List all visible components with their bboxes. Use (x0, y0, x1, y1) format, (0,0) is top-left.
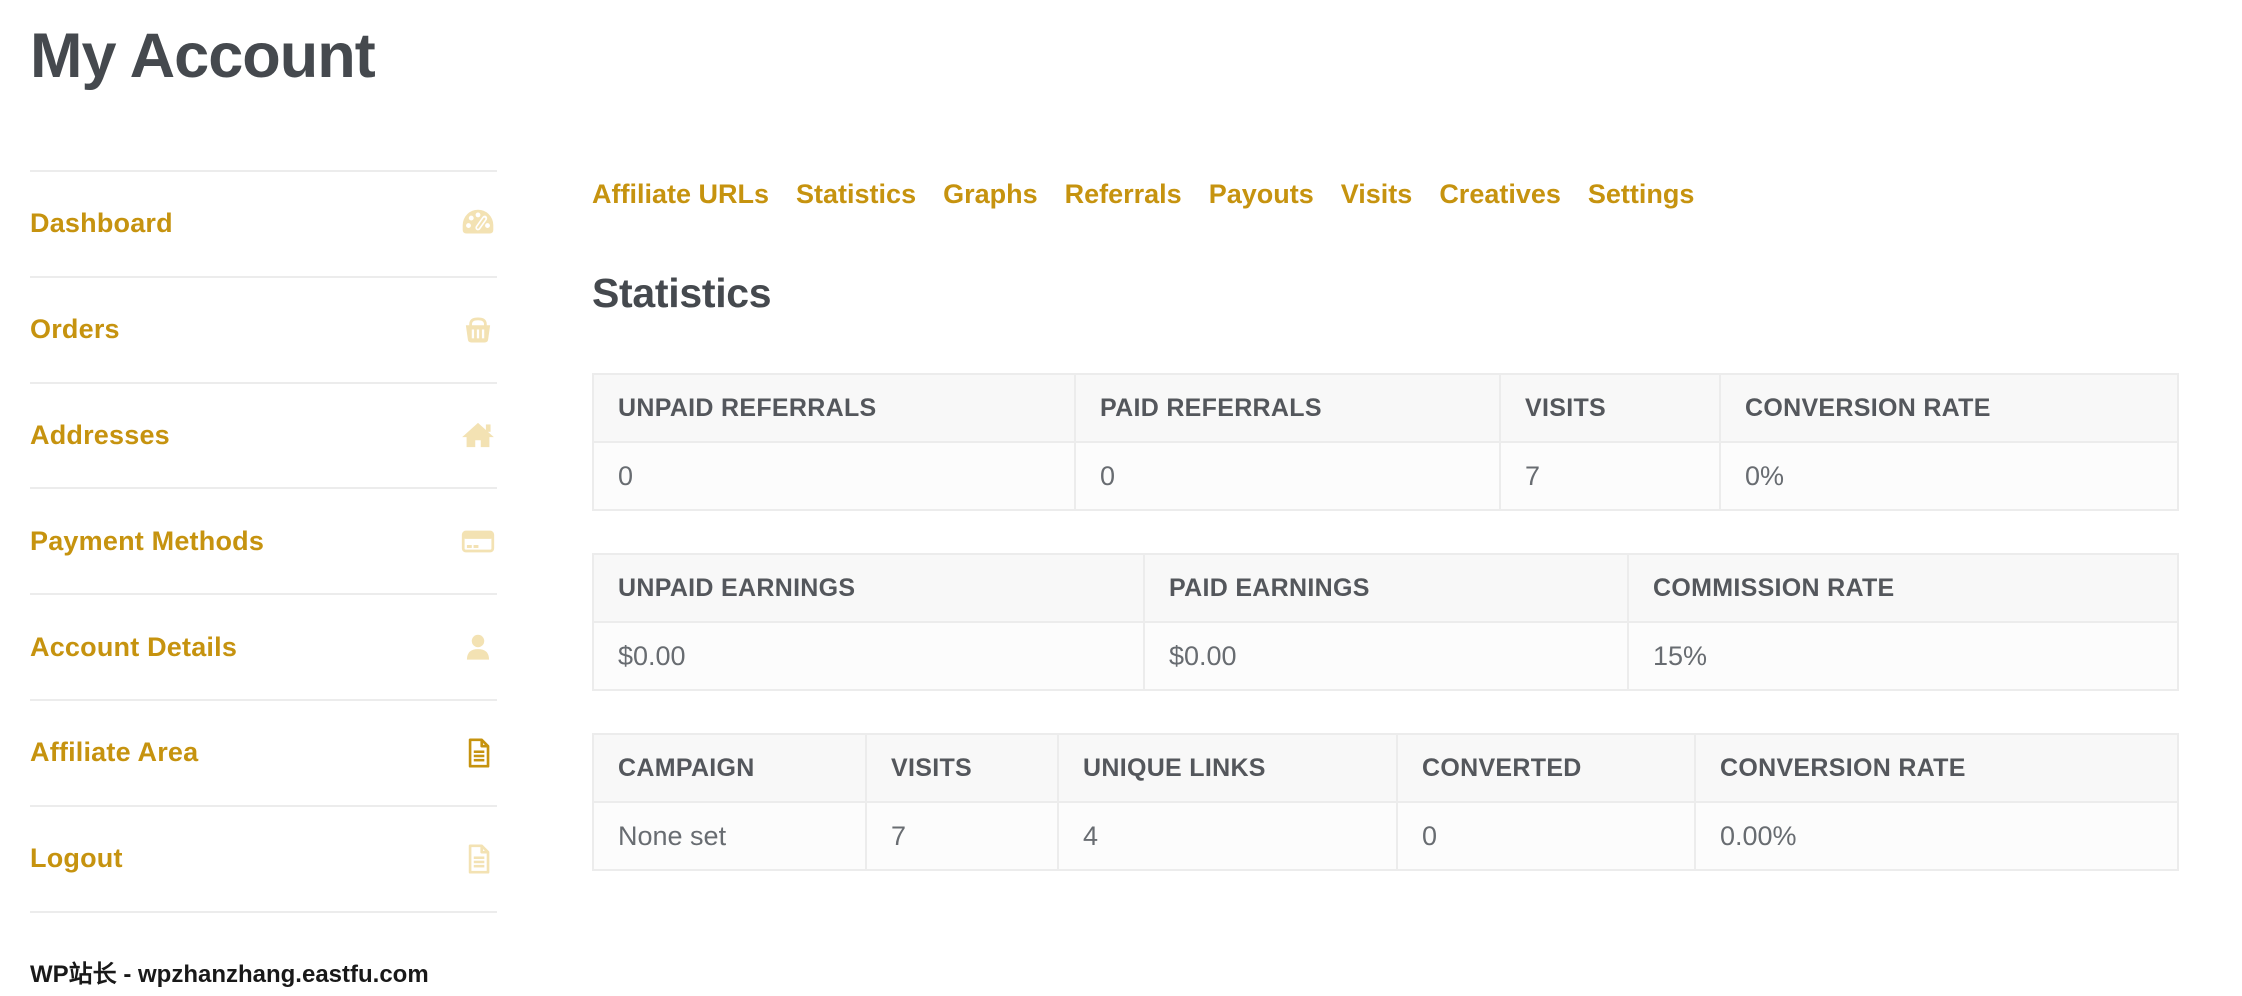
stat-value: 4 (1057, 801, 1398, 871)
sidebar-item-dashboard[interactable]: Dashboard (30, 170, 497, 276)
sidebar-item-account-details[interactable]: Account Details (30, 593, 497, 699)
document-icon (459, 840, 497, 878)
sidebar-item-payment-methods[interactable]: Payment Methods (30, 487, 497, 593)
column-header: VISITS (1499, 373, 1721, 443)
table-header-row: UNPAID EARNINGS PAID EARNINGS COMMISSION… (592, 553, 2179, 623)
sidebar-item-label: Orders (30, 314, 120, 345)
dashboard-gauge-icon (459, 205, 497, 243)
sidebar-item-orders[interactable]: Orders (30, 275, 497, 382)
page-title: My Account (30, 21, 376, 91)
column-header: PAID EARNINGS (1143, 553, 1629, 623)
statistics-heading: Statistics (592, 270, 772, 316)
site-credit-link[interactable]: WP站长 - wpzhanzhang.eastfu.com (30, 961, 429, 988)
stat-value: 7 (865, 801, 1059, 871)
column-header: CAMPAIGN (592, 733, 867, 803)
affiliate-nav: Affiliate URLs Statistics Graphs Referra… (592, 179, 1694, 210)
tab-creatives[interactable]: Creatives (1439, 179, 1561, 209)
table-row: $0.00 $0.00 15% (592, 621, 2179, 691)
tab-statistics[interactable]: Statistics (796, 179, 917, 209)
stat-value: $0.00 (1143, 621, 1629, 691)
column-header: PAID REFERRALS (1074, 373, 1501, 443)
sidebar-item-label: Affiliate Area (30, 737, 199, 768)
account-nav: Dashboard Orders (30, 170, 497, 913)
column-header: VISITS (865, 733, 1059, 803)
column-header: CONVERTED (1396, 733, 1696, 803)
stat-value: 0 (592, 441, 1076, 511)
column-header: UNPAID EARNINGS (592, 553, 1145, 623)
sidebar-item-logout[interactable]: Logout (30, 804, 497, 911)
tab-affiliate-urls[interactable]: Affiliate URLs (592, 179, 770, 209)
tab-graphs[interactable]: Graphs (943, 179, 1038, 209)
table-header-row: CAMPAIGN VISITS UNIQUE LINKS CONVERTED C… (592, 733, 2179, 803)
stat-value: 0 (1396, 801, 1696, 871)
document-icon (459, 734, 497, 772)
stat-value: 0% (1719, 441, 2179, 511)
stat-value: 0 (1074, 441, 1501, 511)
tab-payouts[interactable]: Payouts (1208, 179, 1314, 209)
stat-value: None set (592, 801, 867, 871)
stat-value: 0.00% (1694, 801, 2179, 871)
table-row: None set 7 4 0 0.00% (592, 801, 2179, 871)
column-header: CONVERSION RATE (1719, 373, 2179, 443)
table-header-row: UNPAID REFERRALS PAID REFERRALS VISITS C… (592, 373, 2179, 443)
column-header: COMMISSION RATE (1627, 553, 2179, 623)
shopping-basket-icon (459, 311, 497, 349)
home-icon (459, 416, 497, 454)
sidebar-item-label: Addresses (30, 419, 170, 450)
stat-value: 15% (1627, 621, 2179, 691)
tab-referrals[interactable]: Referrals (1064, 179, 1182, 209)
sidebar-item-addresses[interactable]: Addresses (30, 381, 497, 488)
stat-value: 7 (1499, 441, 1721, 511)
column-header: UNIQUE LINKS (1057, 733, 1398, 803)
referrals-stats-table: UNPAID REFERRALS PAID REFERRALS VISITS C… (592, 373, 2179, 511)
stat-value: $0.00 (592, 621, 1145, 691)
column-header: UNPAID REFERRALS (592, 373, 1076, 443)
sidebar-item-label: Logout (30, 843, 123, 874)
user-icon (459, 628, 497, 666)
earnings-stats-table: UNPAID EARNINGS PAID EARNINGS COMMISSION… (592, 553, 2179, 691)
column-header: CONVERSION RATE (1694, 733, 2179, 803)
sidebar: My Account Dashboard (30, 0, 497, 996)
campaigns-stats-table: CAMPAIGN VISITS UNIQUE LINKS CONVERTED C… (592, 733, 2179, 871)
sidebar-item-label: Dashboard (30, 208, 173, 239)
tab-settings[interactable]: Settings (1587, 179, 1695, 209)
credit-card-icon (459, 522, 497, 560)
tab-visits[interactable]: Visits (1340, 179, 1413, 209)
sidebar-item-label: Payment Methods (30, 525, 265, 556)
table-row: 0 0 7 0% (592, 441, 2179, 511)
sidebar-item-label: Account Details (30, 631, 238, 662)
sidebar-item-affiliate-area[interactable]: Affiliate Area (30, 698, 497, 805)
